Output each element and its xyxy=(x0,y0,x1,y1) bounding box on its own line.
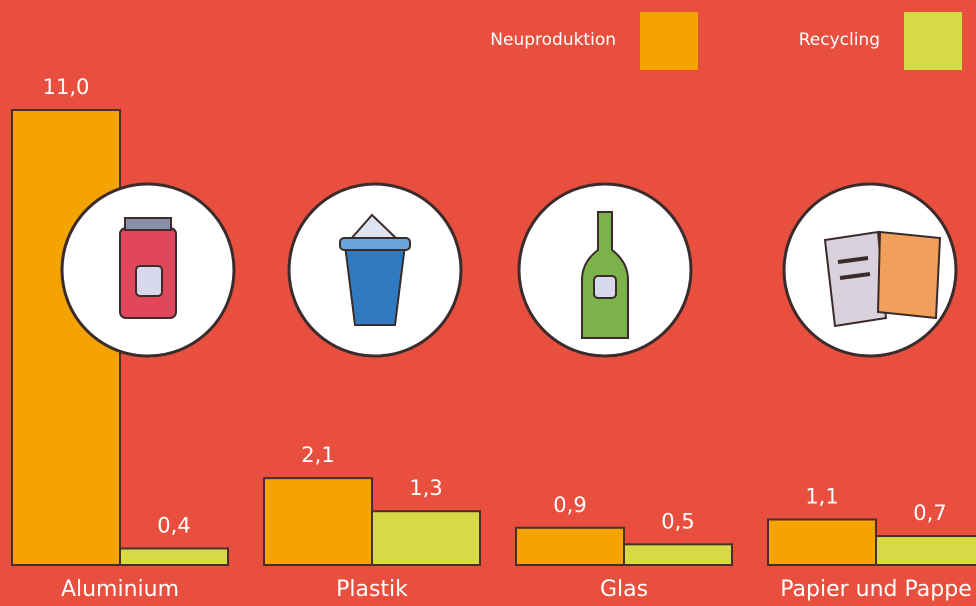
bar xyxy=(120,548,228,565)
value-label: 1,1 xyxy=(805,485,838,509)
legend-label: Neuproduktion xyxy=(490,30,616,50)
bar xyxy=(516,528,624,565)
can-icon xyxy=(62,184,234,356)
value-label: 1,3 xyxy=(409,476,442,500)
bar xyxy=(264,478,372,565)
value-label: 11,0 xyxy=(43,75,90,99)
chart: 11,0 0,4 Aluminium 2,1 1,3 Plastik 0,9 0,5 Glas 1… xyxy=(0,0,976,606)
value-label: 0,9 xyxy=(553,493,586,517)
bar xyxy=(372,511,480,565)
bar xyxy=(876,536,976,565)
legend-label: Recycling xyxy=(799,30,880,50)
category-label: Plastik xyxy=(336,577,408,602)
legend-swatch xyxy=(640,12,698,70)
page: {"chart_data": {"type": "bar", "categori… xyxy=(0,0,976,606)
value-label: 2,1 xyxy=(301,443,334,467)
cup-icon xyxy=(289,184,461,356)
value-label: 0,7 xyxy=(913,501,946,525)
bottle-icon xyxy=(519,184,691,356)
bar xyxy=(624,544,732,565)
paper-icon xyxy=(784,184,956,356)
value-label: 0,5 xyxy=(661,509,694,533)
legend-swatch xyxy=(904,12,962,70)
category-label: Glas xyxy=(600,577,648,602)
bar xyxy=(768,520,876,566)
category-label: Papier und Pappe xyxy=(780,577,971,602)
category-label: Aluminium xyxy=(61,577,179,602)
value-label: 0,4 xyxy=(157,513,190,537)
